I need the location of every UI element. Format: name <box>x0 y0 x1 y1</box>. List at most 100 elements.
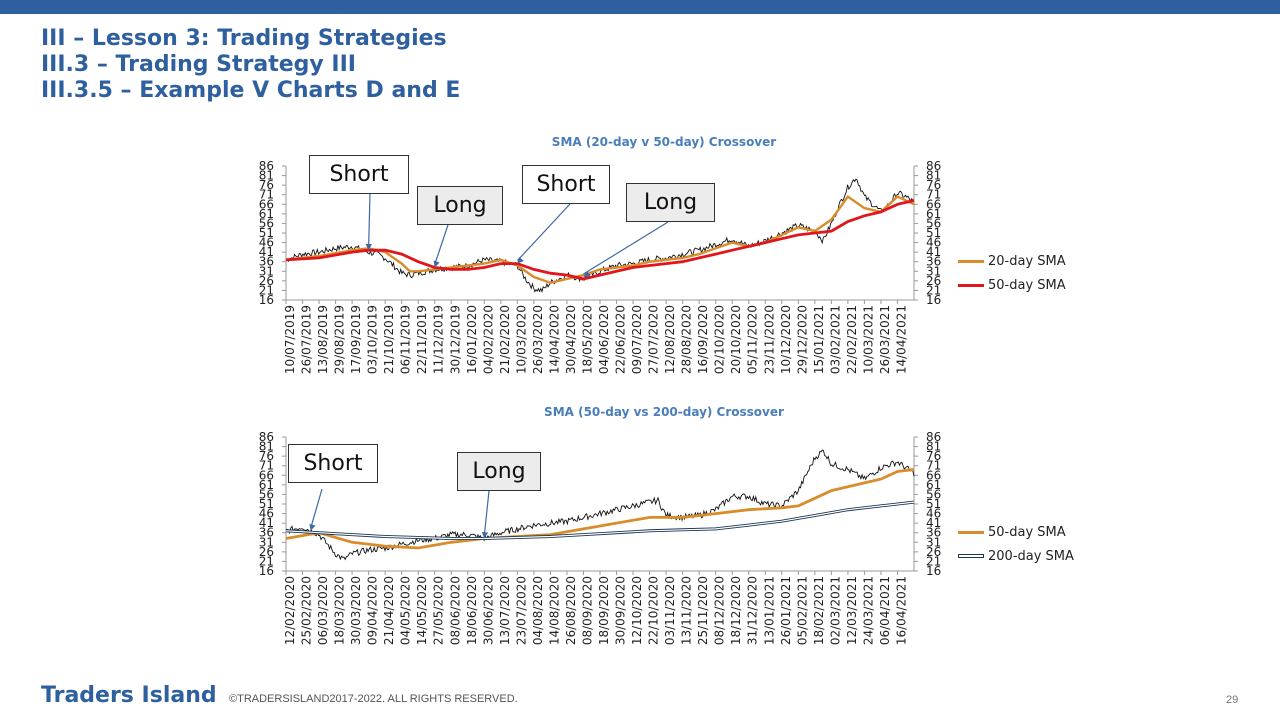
y-tick-label-right: 66 <box>926 468 941 482</box>
y-tick-label-right: 81 <box>926 440 941 454</box>
y-tick-label-right: 41 <box>926 516 941 530</box>
y-tick-label-left: 41 <box>259 245 274 259</box>
y-tick-label-right: 56 <box>926 216 941 230</box>
y-tick-label-right: 86 <box>926 159 941 173</box>
price-line <box>285 178 915 294</box>
y-tick-label-right: 41 <box>926 245 941 259</box>
y-tick-label-left: 61 <box>259 207 274 221</box>
chart-d-legend: 20-day SMA 50-day SMA <box>958 249 1066 297</box>
x-tick-label: 09/04/2020 <box>366 576 380 645</box>
x-tick-label: 04/05/2020 <box>399 576 413 645</box>
chart-d-callout-short-1: Short <box>309 155 409 194</box>
x-tick-label: 26/08/2020 <box>564 576 578 645</box>
y-tick-label-right: 71 <box>926 188 941 202</box>
y-tick-label-right: 66 <box>926 197 941 211</box>
x-tick-label: 08/06/2020 <box>448 576 462 645</box>
annotation-arrow-line <box>310 488 323 528</box>
x-tick-label: 18/12/2020 <box>729 576 743 645</box>
x-tick-label: 05/11/2020 <box>746 305 760 374</box>
y-tick-label-right: 31 <box>926 264 941 278</box>
x-tick-label: 16/04/2021 <box>894 576 908 645</box>
y-tick-label-left: 81 <box>259 440 274 454</box>
slide-title-line-2: III.3 – Trading Strategy III <box>41 52 356 77</box>
y-tick-label-left: 31 <box>259 264 274 278</box>
y-tick-label-right: 61 <box>926 478 941 492</box>
chart-e-legend-item-50day: 50-day SMA <box>958 520 1074 544</box>
legend-label: 50-day SMA <box>988 277 1066 293</box>
x-tick-label: 10/03/2021 <box>861 305 875 374</box>
y-tick-label-right: 31 <box>926 535 941 549</box>
legend-label: 200-day SMA <box>988 548 1074 564</box>
x-tick-label: 22/02/2021 <box>845 305 859 374</box>
annotation-arrow-line <box>434 224 449 265</box>
x-tick-label: 30/12/2019 <box>448 305 462 374</box>
annotation-arrow-line <box>583 221 669 275</box>
y-tick-label-left: 86 <box>259 430 274 444</box>
x-tick-label: 22/06/2020 <box>614 305 628 374</box>
x-tick-label: 06/11/2019 <box>399 305 413 374</box>
x-tick-label: 26/03/2020 <box>531 305 545 374</box>
y-tick-label-left: 56 <box>259 216 274 230</box>
y-tick-label-right: 51 <box>926 226 941 240</box>
sma-50-day-smaline <box>285 199 915 281</box>
chart-d-legend-item-20day: 20-day SMA <box>958 249 1066 273</box>
y-tick-label-right: 61 <box>926 207 941 221</box>
page-number: 29 <box>1226 694 1239 706</box>
legend-swatch <box>958 554 984 558</box>
y-tick-label-right: 36 <box>926 526 941 540</box>
legend-label: 50-day SMA <box>988 524 1066 540</box>
x-tick-label: 26/03/2021 <box>878 305 892 374</box>
slide-title-block: III – Lesson 3: Trading Strategies III.3… <box>41 26 460 104</box>
y-tick-label-left: 26 <box>259 274 274 288</box>
x-tick-label: 30/04/2020 <box>564 305 578 374</box>
x-tick-label: 25/02/2020 <box>300 576 314 645</box>
x-tick-label: 18/05/2020 <box>580 305 594 374</box>
price-line <box>285 449 915 561</box>
y-tick-label-right: 21 <box>926 554 941 568</box>
y-tick-label-left: 21 <box>259 283 274 297</box>
y-tick-label-left: 26 <box>259 545 274 559</box>
y-tick-label-right: 26 <box>926 545 941 559</box>
slide-title-line-3: III.3.5 – Example V Charts D and E <box>41 78 461 103</box>
x-tick-label: 14/04/2020 <box>547 305 561 374</box>
x-tick-label: 08/12/2020 <box>713 576 727 645</box>
chart-d-callout-long-1: Long <box>417 186 503 225</box>
y-tick-label-right: 46 <box>926 507 941 521</box>
x-tick-label: 10/07/2019 <box>283 305 297 374</box>
x-tick-label: 21/02/2020 <box>498 305 512 374</box>
x-tick-label: 04/02/2020 <box>481 305 495 374</box>
x-tick-label: 31/12/2020 <box>746 576 760 645</box>
chart-d-title: SMA (20-day v 50-day) Crossover <box>551 135 777 149</box>
annotation-arrow-head <box>481 531 489 539</box>
x-tick-label: 21/04/2020 <box>382 576 396 645</box>
y-tick-label-left: 66 <box>259 468 274 482</box>
x-tick-label: 29/08/2019 <box>333 305 347 374</box>
x-tick-label: 23/07/2020 <box>514 576 528 645</box>
y-tick-label-left: 36 <box>259 526 274 540</box>
chart-e-title: SMA (50-day vs 200-day) Crossover <box>544 405 784 419</box>
y-tick-label-left: 66 <box>259 197 274 211</box>
x-tick-label: 12/10/2020 <box>630 576 644 645</box>
y-tick-label-right: 56 <box>926 487 941 501</box>
x-tick-label: 04/06/2020 <box>597 305 611 374</box>
footer-copyright: ©TRADERSISLAND2017-2022. ALL RIGHTS RESE… <box>229 693 518 705</box>
x-tick-label: 13/11/2020 <box>680 576 694 645</box>
x-tick-label: 08/09/2020 <box>580 576 594 645</box>
x-tick-label: 12/02/2020 <box>283 576 297 645</box>
y-tick-label-left: 81 <box>259 169 274 183</box>
y-tick-label-left: 76 <box>259 449 274 463</box>
x-tick-label: 18/03/2020 <box>333 576 347 645</box>
x-tick-label: 03/02/2021 <box>828 305 842 374</box>
x-tick-label: 06/04/2021 <box>878 576 892 645</box>
x-tick-label: 14/04/2021 <box>894 305 908 374</box>
x-tick-label: 18/06/2020 <box>465 576 479 645</box>
annotation-arrow-line <box>483 490 490 536</box>
y-tick-label-right: 76 <box>926 449 941 463</box>
x-tick-label: 15/01/2021 <box>812 305 826 374</box>
y-tick-label-right: 86 <box>926 430 941 444</box>
x-tick-label: 14/05/2020 <box>415 576 429 645</box>
sma-200-day-smaline-outline <box>285 500 915 540</box>
x-tick-label: 30/06/2020 <box>481 576 495 645</box>
x-tick-label: 24/03/2021 <box>861 576 875 645</box>
